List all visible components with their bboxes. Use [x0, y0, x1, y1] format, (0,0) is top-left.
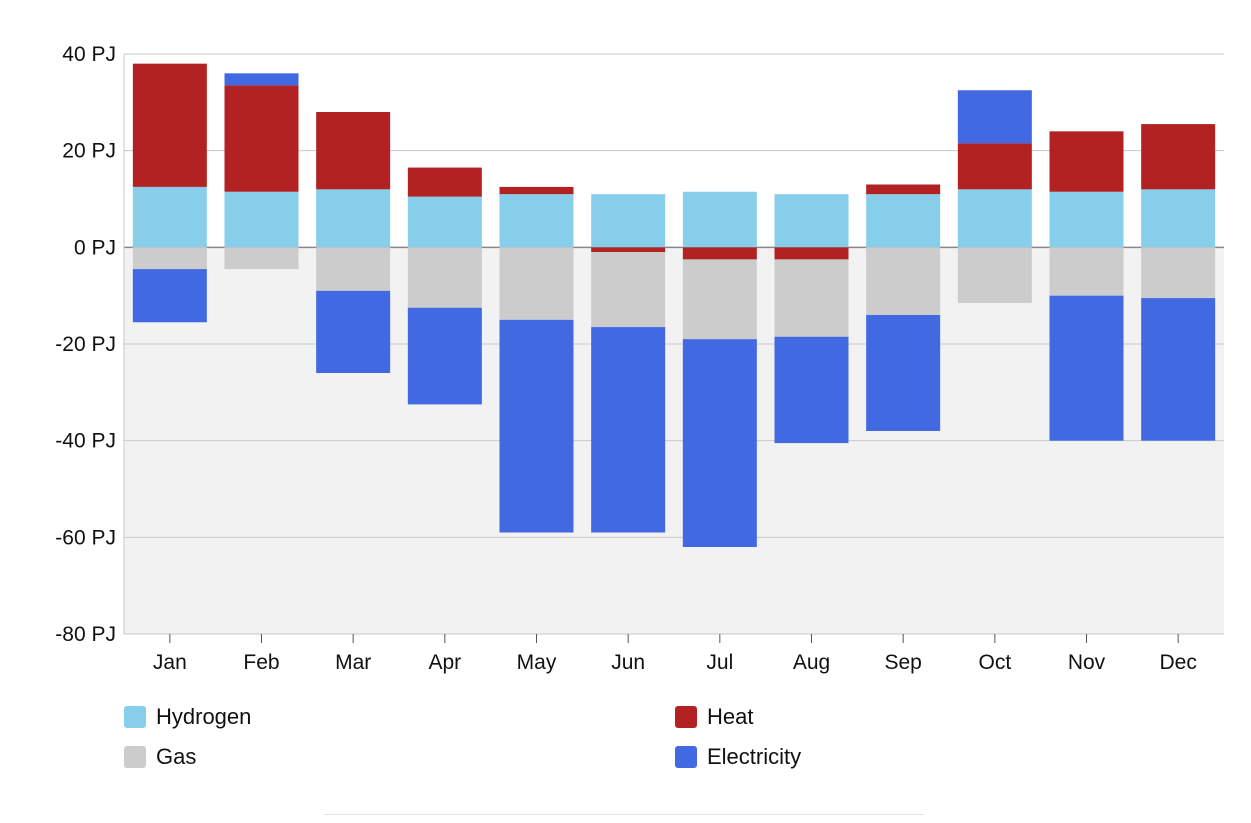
y-tick-label: 20 PJ: [62, 140, 116, 163]
bar-apr-hydrogen: [407, 196, 482, 248]
bar-feb-heat: [224, 85, 299, 192]
gridlines: [124, 53, 1224, 538]
bar-oct-heat: [957, 143, 1032, 190]
legend-item-gas[interactable]: Gas: [124, 744, 196, 770]
legend-label-hydrogen: Hydrogen: [156, 704, 252, 729]
bar-jul-gas: [682, 259, 757, 340]
x-tick-label-jul: Jul: [706, 651, 733, 674]
legend-swatch-gas: [124, 746, 146, 768]
legend-item-hydrogen[interactable]: Hydrogen: [124, 704, 251, 730]
y-tick-label: -40 PJ: [55, 430, 116, 453]
bars: [132, 63, 1216, 547]
y-tick-label: -60 PJ: [55, 526, 116, 549]
bar-aug-heat: [774, 247, 849, 260]
bar-jan-gas: [132, 247, 207, 270]
x-tick-label-feb: Feb: [243, 651, 279, 674]
bar-may-electricity: [499, 319, 574, 533]
bar-nov-gas: [1049, 247, 1124, 296]
legend-label-heat: Heat: [707, 704, 754, 729]
bar-mar-electricity: [316, 290, 391, 373]
bar-dec-hydrogen: [1141, 189, 1216, 248]
bar-jan-heat: [132, 63, 207, 187]
y-tick-label: 40 PJ: [62, 43, 116, 66]
bar-jul-heat: [682, 247, 757, 260]
y-tick-label: 0 PJ: [74, 236, 116, 259]
x-tick-label-apr: Apr: [428, 651, 461, 674]
bar-jan-electricity: [132, 269, 207, 323]
bar-dec-electricity: [1141, 298, 1216, 441]
bar-jun-gas: [591, 252, 666, 328]
bar-dec-gas: [1141, 247, 1216, 299]
bar-mar-hydrogen: [316, 189, 391, 248]
x-tick-label-oct: Oct: [978, 651, 1011, 674]
bar-aug-gas: [774, 259, 849, 337]
x-tick-label-may: May: [517, 651, 557, 674]
bar-feb-gas: [224, 247, 299, 270]
bar-nov-heat: [1049, 131, 1124, 192]
stacked-bar-chart: 40 PJ 20 PJ 0 PJ -20 PJ -40 PJ -60 PJ -80 PJ J…: [55, 43, 1224, 674]
bar-may-gas: [499, 247, 574, 320]
bar-jan-hydrogen: [132, 186, 207, 248]
bar-jun-hydrogen: [591, 194, 666, 248]
x-tick-label-mar: Mar: [335, 651, 371, 674]
bar-jun-electricity: [591, 327, 666, 533]
bar-nov-hydrogen: [1049, 191, 1124, 248]
bar-may-hydrogen: [499, 194, 574, 248]
bar-nov-electricity: [1049, 295, 1124, 441]
x-tick-label-dec: Dec: [1159, 651, 1196, 674]
x-tick-label-sep: Sep: [884, 651, 921, 674]
bar-sep-hydrogen: [866, 194, 941, 248]
legend-item-heat[interactable]: Heat: [675, 704, 753, 730]
legend-label-gas: Gas: [156, 744, 197, 769]
bar-sep-electricity: [866, 315, 941, 431]
bar-oct-hydrogen: [957, 189, 1032, 248]
bar-jul-hydrogen: [682, 191, 757, 248]
legend-label-electricity: Electricity: [707, 744, 802, 769]
bar-sep-heat: [866, 184, 941, 195]
legend-item-electricity[interactable]: Electricity: [675, 744, 801, 770]
x-tick-label-aug: Aug: [793, 651, 830, 674]
bar-feb-hydrogen: [224, 191, 299, 248]
bar-apr-gas: [407, 247, 482, 308]
bar-jul-electricity: [682, 339, 757, 547]
x-axis: Jan Feb Mar Apr May Jun Jul Aug Sep Oct Nov Dec: [123, 54, 1224, 674]
bar-sep-gas: [866, 247, 941, 315]
x-tick-label-jan: Jan: [153, 651, 187, 674]
legend-swatch-heat: [675, 706, 697, 728]
legend-swatch-hydrogen: [124, 706, 146, 728]
bar-aug-hydrogen: [774, 194, 849, 248]
footer-divider: [324, 814, 924, 815]
x-tick-label-nov: Nov: [1068, 651, 1106, 674]
bar-feb-electricity: [224, 73, 299, 86]
x-tick-label-jun: Jun: [611, 651, 645, 674]
y-tick-label: -20 PJ: [55, 333, 116, 356]
bar-oct-electricity: [957, 90, 1032, 144]
bar-apr-heat: [407, 167, 482, 197]
legend-swatch-electricity: [675, 746, 697, 768]
y-tick-label: -80 PJ: [55, 623, 116, 646]
legend: Hydrogen Heat Gas Electricity: [124, 700, 1124, 780]
bar-apr-electricity: [407, 307, 482, 405]
bar-mar-gas: [316, 247, 391, 291]
bar-jun-heat: [591, 247, 666, 253]
bar-aug-electricity: [774, 336, 849, 444]
bar-oct-gas: [957, 247, 1032, 303]
bar-mar-heat: [316, 112, 391, 190]
bar-dec-heat: [1141, 124, 1216, 190]
bar-may-heat: [499, 186, 574, 195]
y-axis-labels: 40 PJ 20 PJ 0 PJ -20 PJ -40 PJ -60 PJ -80 PJ: [55, 43, 116, 646]
